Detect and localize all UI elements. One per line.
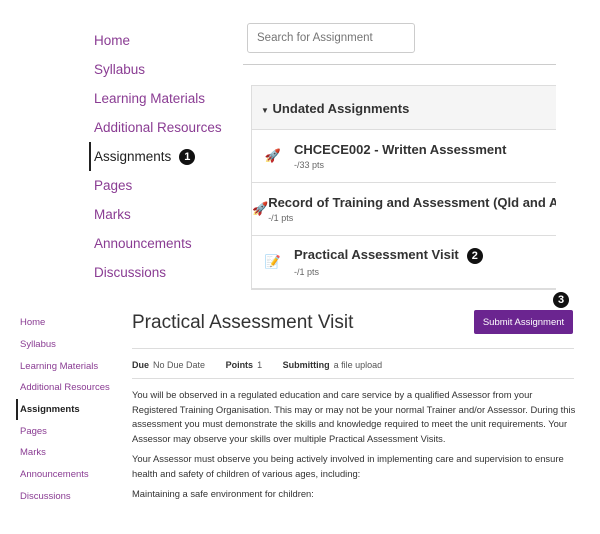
assignment-group: ▼ Undated Assignments 🚀 CHCECE002 - Writ…	[251, 85, 556, 290]
due-label: Due	[132, 360, 150, 370]
assignment-title[interactable]: CHCECE002 - Written Assessment	[294, 142, 507, 157]
assignment-row[interactable]: 📝 Practical Assessment Visit 2 -/1 pts	[252, 236, 556, 289]
paragraph: You will be observed in a regulated educ…	[132, 389, 576, 444]
nav-marks[interactable]: Marks	[94, 206, 131, 222]
due-value: No Due Date	[153, 360, 206, 370]
nav-additional-resources[interactable]: Additional Resources	[20, 382, 110, 394]
course-nav-small: Home Syllabus Learning Materials Additio…	[16, 312, 110, 507]
points-value: 1	[257, 360, 263, 370]
divider	[243, 64, 556, 65]
assignment-row[interactable]: 🚀 CHCECE002 - Written Assessment -/33 pts	[252, 130, 556, 183]
nav-pages[interactable]: Pages	[20, 425, 47, 437]
step-badge-3: 3	[553, 292, 569, 308]
assignment-points: -/33 pts	[294, 160, 325, 170]
caret-down-icon: ▼	[261, 106, 269, 115]
nav-label: Assignments	[94, 148, 172, 164]
assignment-title[interactable]: Practical Assessment Visit 2	[294, 247, 483, 264]
group-header[interactable]: ▼ Undated Assignments	[252, 86, 556, 130]
points-label: Points	[225, 360, 254, 370]
nav-discussions[interactable]: Discussions	[20, 490, 71, 502]
nav-home[interactable]: Home	[20, 317, 46, 329]
step-badge-2: 2	[466, 248, 483, 264]
assignment-description: You will be observed in a regulated educ…	[132, 388, 577, 508]
nav-announcements[interactable]: Announcements	[20, 469, 89, 481]
nav-learning-materials[interactable]: Learning Materials	[20, 360, 99, 372]
quiz-rocket-icon: 🚀	[252, 201, 269, 216]
page-title: Practical Assessment Visit	[132, 312, 354, 333]
paragraph: Maintaining a safe environment for child…	[132, 488, 314, 499]
nav-pages[interactable]: Pages	[94, 177, 133, 193]
nav-syllabus[interactable]: Syllabus	[94, 61, 146, 77]
submitting-value: a file upload	[333, 360, 383, 370]
paragraph: Your Assessor must observe you being act…	[132, 453, 564, 479]
nav-marks[interactable]: Marks	[20, 447, 46, 459]
course-nav: Home Syllabus Learning Materials Additio…	[89, 26, 222, 287]
submit-assignment-button[interactable]: Submit Assignment	[474, 310, 573, 334]
nav-learning-materials[interactable]: Learning Materials	[94, 90, 206, 106]
assignment-details: Due No Due Date Points 1 Submitting a file …	[132, 360, 382, 370]
assignment-title-text[interactable]: Practical Assessment Visit	[294, 247, 459, 262]
assignment-row[interactable]: 🚀 Record of Training and Assessment (Qld…	[252, 183, 556, 236]
divider	[132, 348, 574, 349]
nav-home[interactable]: Home	[94, 32, 131, 48]
step-badge-1: 1	[179, 148, 196, 165]
search-input[interactable]	[247, 23, 415, 53]
submitting-label: Submitting	[282, 360, 330, 370]
nav-assignments[interactable]: Assignments 1	[89, 142, 222, 171]
assignment-icon: 📝	[264, 254, 282, 269]
nav-assignments[interactable]: Assignments	[16, 398, 110, 421]
assignment-title[interactable]: Record of Training and Assessment (Qld a…	[268, 195, 556, 210]
quiz-rocket-icon: 🚀	[264, 148, 282, 163]
nav-additional-resources[interactable]: Additional Resources	[94, 119, 222, 135]
nav-announcements[interactable]: Announcements	[94, 235, 192, 251]
nav-syllabus[interactable]: Syllabus	[20, 339, 56, 351]
group-title: Undated Assignments	[272, 101, 410, 116]
assignment-points: -/1 pts	[294, 267, 320, 277]
divider	[132, 378, 574, 379]
assignment-points: -/1 pts	[268, 213, 294, 223]
nav-discussions[interactable]: Discussions	[94, 264, 167, 280]
